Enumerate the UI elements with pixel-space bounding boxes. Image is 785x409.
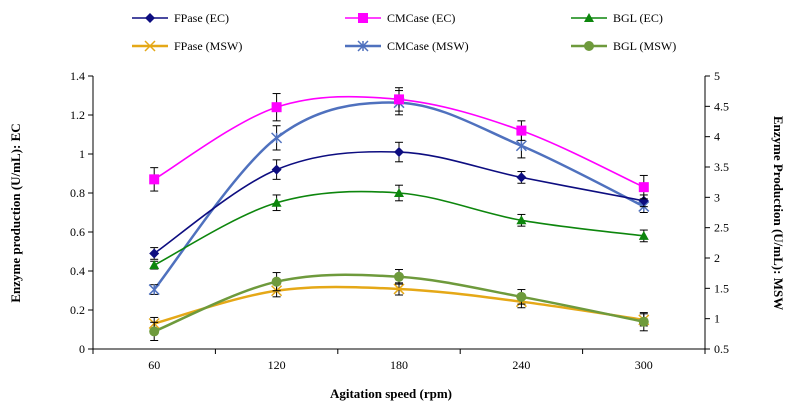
data-point <box>394 147 404 158</box>
data-point <box>394 188 404 197</box>
legend-marker <box>584 41 594 51</box>
data-point <box>148 284 160 296</box>
y-tick-label: 0 <box>79 342 85 356</box>
data-point <box>638 182 649 193</box>
x-tick-label: 180 <box>390 358 408 372</box>
y-tick-label: 0.4 <box>70 264 85 278</box>
y-tick-label: 0.6 <box>70 225 85 239</box>
marker-stroke <box>144 40 156 52</box>
series-line <box>153 190 644 266</box>
data-point <box>149 260 160 270</box>
data-point <box>516 215 527 225</box>
data-point <box>638 195 649 206</box>
y-tick-label: 0.2 <box>70 303 85 317</box>
data-point <box>394 94 404 105</box>
y2-axis-title: Enzyme Production (U/mL): MSW <box>771 116 785 310</box>
legend-label: FPase (EC) <box>174 11 229 25</box>
data-point <box>393 283 405 295</box>
data-point <box>515 140 527 152</box>
axes: 0 0.2 0.4 0.6 0.8 1 1.2 1.4 0.5 1 1.5 2 2.5 3 3.5 4 4.5 5… <box>70 69 729 372</box>
y-tick-label: 1 <box>79 147 85 161</box>
y2-tick-label: 3 <box>714 190 720 204</box>
y-axis-title: Enzyme production (U/mL): EC <box>8 123 23 302</box>
y2-tick-label: 3.5 <box>714 160 729 174</box>
series-cmcase-msw <box>148 90 650 296</box>
legend-item: FPase (MSW) <box>132 39 242 53</box>
legend-label: CMCase (EC) <box>387 11 455 25</box>
x-tick-label: 120 <box>268 358 286 372</box>
y2-tick-label: 5 <box>714 69 720 83</box>
data-point <box>271 197 282 207</box>
series-layer <box>148 87 650 342</box>
x-tick-label: 300 <box>635 358 653 372</box>
y2-tick-label: 1.5 <box>714 281 729 295</box>
series-line <box>153 101 645 291</box>
y2-tick-label: 2.5 <box>714 221 729 235</box>
legend-marker <box>357 40 369 52</box>
data-point <box>149 174 160 185</box>
legend-label: CMCase (MSW) <box>387 39 469 53</box>
y2-tick-label: 1 <box>714 312 720 326</box>
y2-tick-label: 0.5 <box>714 342 729 356</box>
series-line <box>153 150 644 255</box>
legend-item: BGL (MSW) <box>571 39 676 53</box>
series-cmcase-ec <box>149 87 649 200</box>
legend-marker <box>145 13 155 23</box>
x-tick-label: 60 <box>148 358 160 372</box>
legend-item: CMCase (EC) <box>345 11 455 25</box>
x-tick-label: 240 <box>512 358 530 372</box>
y2-tick-label: 4.5 <box>714 99 729 113</box>
data-point <box>271 102 282 113</box>
legend-marker <box>584 13 594 22</box>
legend-marker <box>144 40 156 52</box>
data-point <box>516 172 527 183</box>
data-point <box>271 132 283 144</box>
legend-item: CMCase (MSW) <box>345 39 469 53</box>
data-point <box>394 271 404 282</box>
data-point <box>516 125 527 136</box>
series-bgl-msw <box>149 269 649 342</box>
legend-label: BGL (EC) <box>613 11 663 25</box>
x-axis-title: Agitation speed (rpm) <box>330 386 452 401</box>
y2-tick-label: 2 <box>714 251 720 265</box>
legend-item: BGL (EC) <box>571 11 663 25</box>
y-tick-label: 1.4 <box>70 69 85 83</box>
series-bgl-ec <box>149 184 649 270</box>
legend-label: BGL (MSW) <box>613 39 676 53</box>
data-point <box>271 276 282 287</box>
legend-item: FPase (EC) <box>132 11 229 25</box>
y-tick-label: 0.8 <box>70 186 85 200</box>
y-tick-label: 1.2 <box>70 108 85 122</box>
data-point <box>271 164 282 175</box>
data-point <box>638 230 649 240</box>
data-point <box>516 291 527 302</box>
series-fpase-ec <box>149 141 649 260</box>
legend: FPase (EC) CMCase (EC) BGL (EC) FPase (MSW)… <box>132 11 676 53</box>
data-point <box>149 248 160 259</box>
y2-tick-label: 4 <box>714 130 720 144</box>
marker-stroke <box>393 283 405 295</box>
legend-marker <box>358 13 368 23</box>
legend-label: FPase (MSW) <box>174 39 242 53</box>
data-point <box>149 326 160 337</box>
data-point <box>638 316 649 327</box>
